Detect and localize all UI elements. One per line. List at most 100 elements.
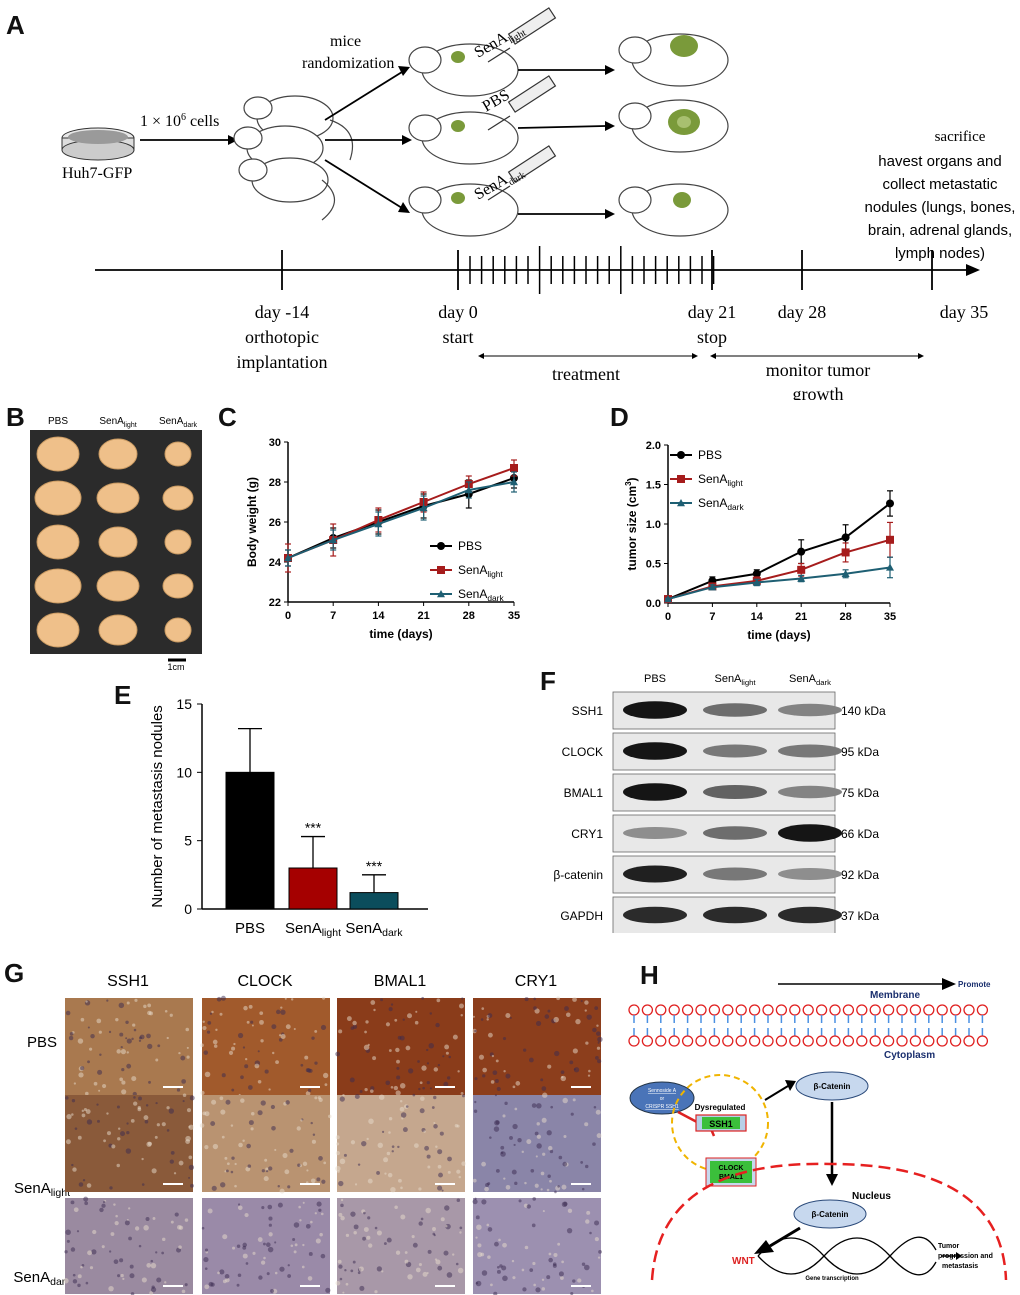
ihc-texture: [121, 1089, 127, 1095]
ihc-texture: [76, 1230, 80, 1233]
ihc-texture: [188, 1164, 195, 1171]
ihc-texture: [278, 1038, 283, 1042]
blot-band: [778, 824, 842, 842]
ihc-texture: [381, 1270, 384, 1273]
ihc-grid-g: SSH1 CLOCK BMAL1 CRY1 PBS SenAlight SenAdark: [13, 973, 603, 1295]
ihc-texture: [562, 1097, 568, 1104]
svg-text:sacrifice: sacrifice: [935, 129, 986, 145]
ihc-texture: [318, 1097, 323, 1102]
ihc-texture: [260, 1260, 266, 1265]
ihc-texture: [554, 1050, 560, 1057]
ihc-texture: [494, 1079, 499, 1083]
ihc-texture: [350, 1211, 356, 1217]
ihc-texture: [386, 1237, 392, 1243]
ihc-texture: [433, 1124, 438, 1129]
ihc-texture: [254, 1063, 260, 1069]
ihc-texture: [396, 1066, 400, 1070]
ihc-texture: [585, 1041, 589, 1045]
ihc-texture: [267, 1246, 274, 1253]
y-tick-label: 24: [269, 557, 282, 569]
ihc-texture: [117, 1137, 121, 1141]
ihc-texture: [475, 1215, 480, 1220]
lane-label: SenAlight: [714, 673, 756, 687]
ihc-texture: [86, 1183, 92, 1188]
ihc-texture: [474, 1077, 478, 1081]
ihc-texture: [460, 1091, 464, 1095]
ihc-texture: [132, 1023, 136, 1027]
data-point: [886, 535, 894, 544]
legend-label: SenAdark: [458, 587, 504, 603]
ihc-texture: [114, 1221, 119, 1226]
ihc-texture: [490, 1283, 493, 1287]
ihc-texture: [65, 1096, 69, 1100]
tumor-col-label: SenAdark: [159, 416, 198, 429]
ihc-texture: [133, 1028, 137, 1032]
blot-band: [703, 785, 767, 799]
ihc-texture: [536, 1143, 542, 1149]
tumor-specimen: [98, 438, 138, 470]
blot-band: [623, 742, 687, 760]
ihc-texture: [480, 1018, 484, 1021]
ihc-texture: [594, 1006, 599, 1011]
ihc-texture: [424, 1145, 430, 1151]
ihc-texture: [502, 1037, 507, 1041]
ihc-texture: [393, 1085, 399, 1091]
ihc-texture: [120, 1131, 126, 1137]
ihc-texture: [145, 1217, 150, 1222]
ihc-texture: [388, 1131, 391, 1134]
ihc-texture: [91, 1249, 97, 1255]
ihc-texture: [268, 1223, 272, 1227]
ihc-texture: [126, 1001, 130, 1005]
ihc-texture: [204, 1145, 209, 1150]
ihc-texture: [101, 1245, 105, 1249]
ihc-texture: [73, 1207, 79, 1213]
ihc-texture: [399, 1100, 403, 1103]
ihc-texture: [106, 1112, 109, 1115]
protein-label: SSH1: [572, 704, 604, 718]
ihc-texture: [458, 1175, 462, 1179]
tumor-col-label: PBS: [48, 416, 68, 427]
ihc-texture: [441, 1189, 444, 1192]
legend-label: PBS: [698, 448, 722, 462]
ihc-texture: [96, 1018, 102, 1024]
ihc-texture: [477, 1251, 483, 1258]
ihc-texture: [495, 1168, 500, 1173]
ihc-texture: [138, 1039, 142, 1042]
cells-label: Huh7-GFP: [62, 165, 132, 182]
data-point: [752, 569, 761, 578]
ihc-texture: [349, 1077, 355, 1083]
ihc-texture: [85, 1109, 91, 1114]
svg-text:collect metastatic: collect metastatic: [882, 176, 998, 193]
ihc-texture: [338, 1029, 343, 1034]
ihc-texture: [230, 1124, 234, 1127]
ihc-texture: [572, 1048, 578, 1054]
ihc-texture: [566, 1228, 573, 1234]
blot-band: [623, 701, 687, 719]
ihc-texture: [216, 996, 222, 1002]
ihc-texture: [585, 1219, 590, 1224]
ihc-texture: [267, 1204, 273, 1210]
ihc-texture: [290, 998, 294, 1001]
ihc-texture: [143, 1115, 149, 1120]
ihc-texture: [461, 1161, 466, 1166]
ihc-texture: [280, 1033, 286, 1039]
ihc-texture: [274, 1148, 277, 1151]
ihc-texture: [246, 1020, 250, 1024]
x-tick-label: 14: [372, 610, 385, 622]
ihc-texture: [212, 1143, 219, 1150]
ihc-texture: [65, 1139, 71, 1145]
ihc-texture: [357, 1163, 361, 1166]
ihc-texture: [476, 1224, 482, 1230]
ihc-texture: [188, 1176, 191, 1179]
y-tick-label: 30: [269, 437, 281, 449]
tl-dminus14-sub1: orthotopic: [245, 327, 319, 347]
ihc-texture: [376, 1230, 382, 1236]
ihc-texture: [204, 1284, 210, 1290]
ihc-texture: [102, 1083, 107, 1089]
ihc-texture: [492, 1070, 498, 1076]
ihc-texture: [367, 1216, 371, 1220]
ihc-texture: [307, 1088, 312, 1093]
ihc-texture: [116, 1163, 120, 1168]
protein-label: CLOCK: [562, 745, 603, 759]
ihc-texture: [406, 1013, 413, 1019]
